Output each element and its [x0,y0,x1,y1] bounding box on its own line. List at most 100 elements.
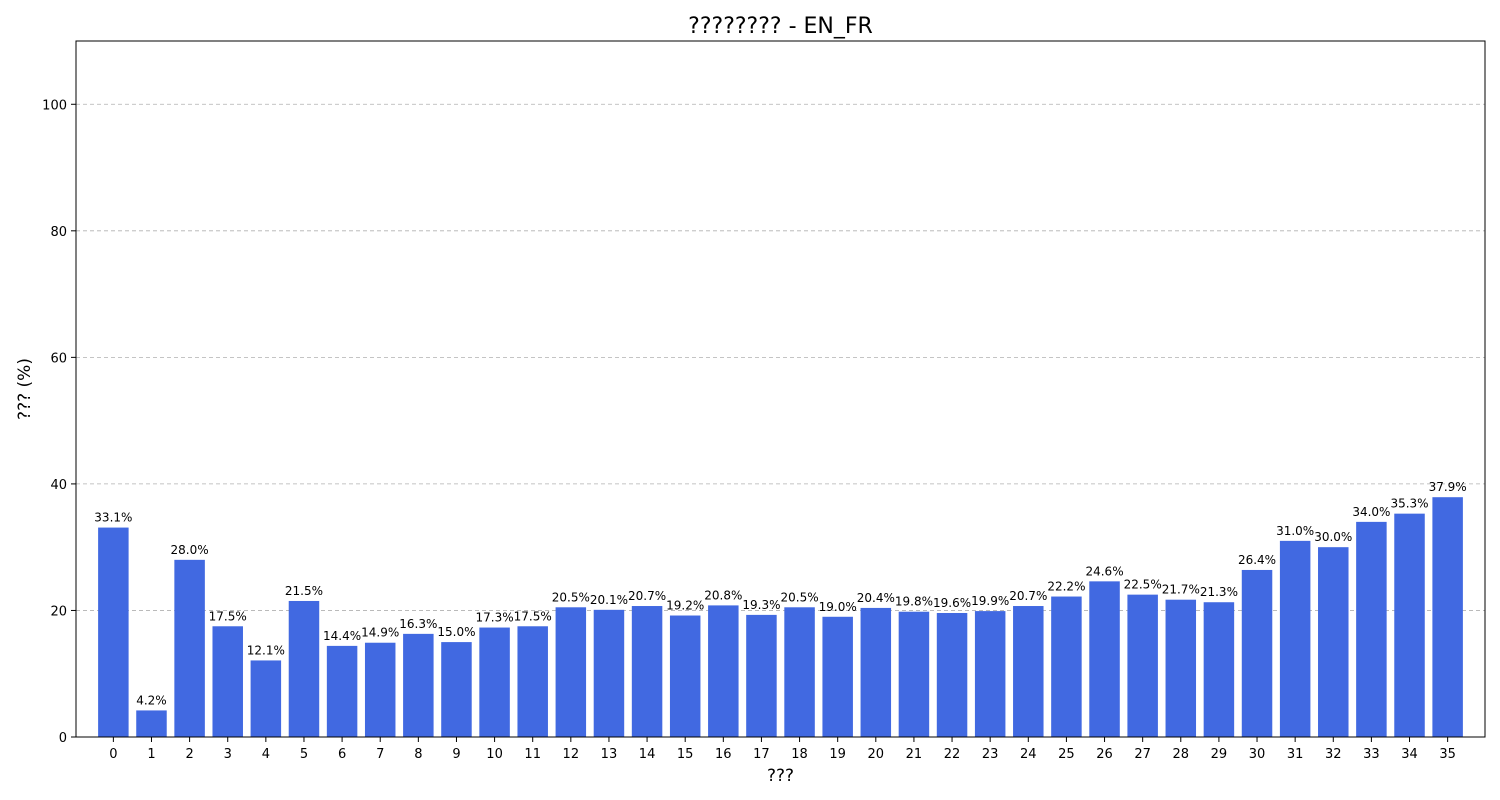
bar [974,611,1006,737]
bar [822,616,853,737]
x-tick-label: 28 [1173,747,1190,762]
bar [136,710,167,737]
x-tick-label: 24 [1020,747,1037,762]
x-tick-label: 17 [753,747,770,762]
bar-value-label: 17.3% [476,611,514,625]
bar-value-label: 4.2% [136,693,167,707]
x-tick-label: 10 [486,747,503,762]
bar [1165,599,1197,737]
bar-value-label: 16.3% [399,617,437,631]
bar [479,627,510,737]
x-tick-label: 29 [1211,747,1228,762]
bar [1127,594,1158,737]
bar [1051,596,1082,737]
y-tick-label: 100 [42,98,67,113]
x-tick-label: 2 [185,747,193,762]
x-tick-label: 18 [791,747,808,762]
bar [288,600,320,737]
bar [593,609,625,737]
bar [631,606,663,737]
bar [898,611,930,737]
bar-value-label: 20.8% [704,588,742,602]
x-tick-label: 25 [1058,747,1075,762]
y-tick-label: 20 [50,604,67,619]
bar-value-label: 21.5% [285,584,323,598]
bar [1432,497,1463,737]
bar-value-label: 15.0% [437,625,475,639]
y-tick-label: 60 [50,351,67,366]
x-tick-label: 8 [414,747,422,762]
bar [1279,540,1311,737]
x-tick-label: 1 [147,747,155,762]
y-tick-label: 40 [50,478,67,493]
bar-value-label: 31.0% [1276,524,1314,538]
bar [1241,569,1273,737]
y-axis-label: ??? (%) [15,358,35,420]
bar-value-label: 22.5% [1124,578,1162,592]
x-tick-label: 9 [452,747,460,762]
bar-value-label: 20.5% [780,590,818,604]
bar-value-label: 24.6% [1085,564,1123,578]
chart-title: ???????? - EN_FR [688,14,873,39]
bar [555,607,587,737]
x-tick-label: 6 [338,747,346,762]
y-tick-label: 0 [59,731,67,746]
bar-value-label: 30.0% [1314,530,1352,544]
x-tick-label: 21 [906,747,923,762]
x-tick-label: 35 [1439,747,1456,762]
bar [860,607,892,737]
plot-frame [75,40,1486,738]
x-tick-label: 32 [1325,747,1342,762]
x-tick-label: 20 [868,747,885,762]
bar-value-label: 28.0% [171,543,209,557]
x-tick-label: 33 [1363,747,1380,762]
x-tick-label: 0 [109,747,117,762]
bar [784,607,815,737]
x-tick-label: 15 [677,747,694,762]
x-tick-label: 7 [376,747,384,762]
bar-value-label: 20.7% [1009,589,1047,603]
bar [326,645,358,737]
bar-value-label: 14.4% [323,629,361,643]
gridlines [76,103,1485,611]
x-tick-label: 30 [1249,747,1266,762]
bar [1394,513,1425,737]
x-tick-label: 23 [982,747,999,762]
x-tick-label: 34 [1401,747,1418,762]
bar-value-label: 12.1% [247,643,285,657]
x-tick-label: 5 [300,747,308,762]
bar-value-label: 37.9% [1429,480,1467,494]
bar [174,559,205,737]
bar [1013,606,1044,737]
bar-value-label: 21.7% [1162,583,1200,597]
bar-value-label: 19.9% [971,594,1009,608]
bar-value-label: 14.9% [361,626,399,640]
bar-value-label: 20.1% [590,593,628,607]
x-tick-label: 14 [639,747,656,762]
y-tick-label: 80 [50,225,67,240]
bar-value-label: 34.0% [1352,505,1390,519]
bar-value-label: 19.6% [933,596,971,610]
x-tick-label: 3 [224,747,232,762]
bar-value-label: 19.8% [895,595,933,609]
bar-value-label: 17.5% [514,609,552,623]
bar-value-label: 22.2% [1047,580,1085,594]
y-axis-ticks: 0 20 40 60 80 100 [42,98,76,746]
x-tick-label: 13 [601,747,618,762]
bar-value-label: 26.4% [1238,553,1276,567]
bar [669,615,701,737]
bar [1203,602,1235,737]
bar-value-labels: 33.1%4.2%28.0%17.5%12.1%21.5%14.4% 14.9%1… [94,480,1466,707]
bar-value-label: 21.3% [1200,585,1238,599]
bar [98,527,129,737]
x-tick-label: 31 [1287,747,1304,762]
x-tick-label: 26 [1096,747,1113,762]
bar [936,612,968,737]
x-axis-label: ??? [767,766,794,786]
bar-value-label: 19.0% [819,600,857,614]
bar [746,614,777,737]
x-axis-ticks: 0 1 2 3 4 5 6 7 8 9 10 11 12 13 14 15 16 17 18 19 20 21 22 23 24… [109,737,1456,762]
x-tick-label: 19 [829,747,846,762]
bar [364,642,396,737]
